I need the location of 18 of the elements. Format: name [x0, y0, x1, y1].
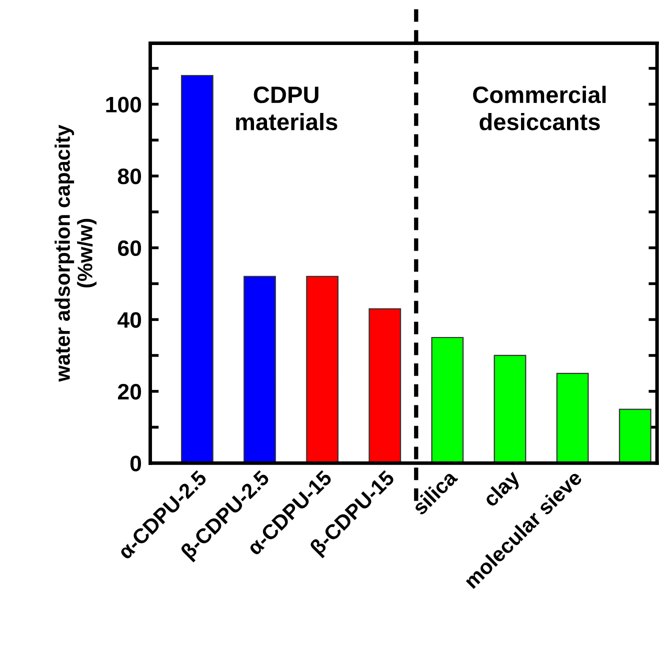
y-tick-label: 100 — [106, 96, 142, 112]
bar — [180, 74, 214, 464]
y-tick-label: 60 — [118, 240, 142, 256]
bar — [431, 336, 464, 464]
y-tick-label: 80 — [118, 168, 142, 184]
y-tick-label: 40 — [118, 312, 142, 328]
bar — [618, 408, 652, 464]
y-axis-title: water adsorption capacity (%w/w) — [54, 124, 97, 382]
bar — [244, 276, 276, 464]
y-tick-label: 0 — [130, 456, 142, 472]
bar — [556, 372, 589, 464]
bar — [306, 276, 338, 464]
x-tick-label: clay — [482, 468, 524, 510]
bar — [494, 354, 526, 464]
annotation: Commercial desiccants — [473, 86, 606, 130]
y-tick-label: 20 — [118, 384, 142, 400]
bar — [368, 308, 402, 464]
annotation: CDPU materials — [236, 86, 338, 130]
